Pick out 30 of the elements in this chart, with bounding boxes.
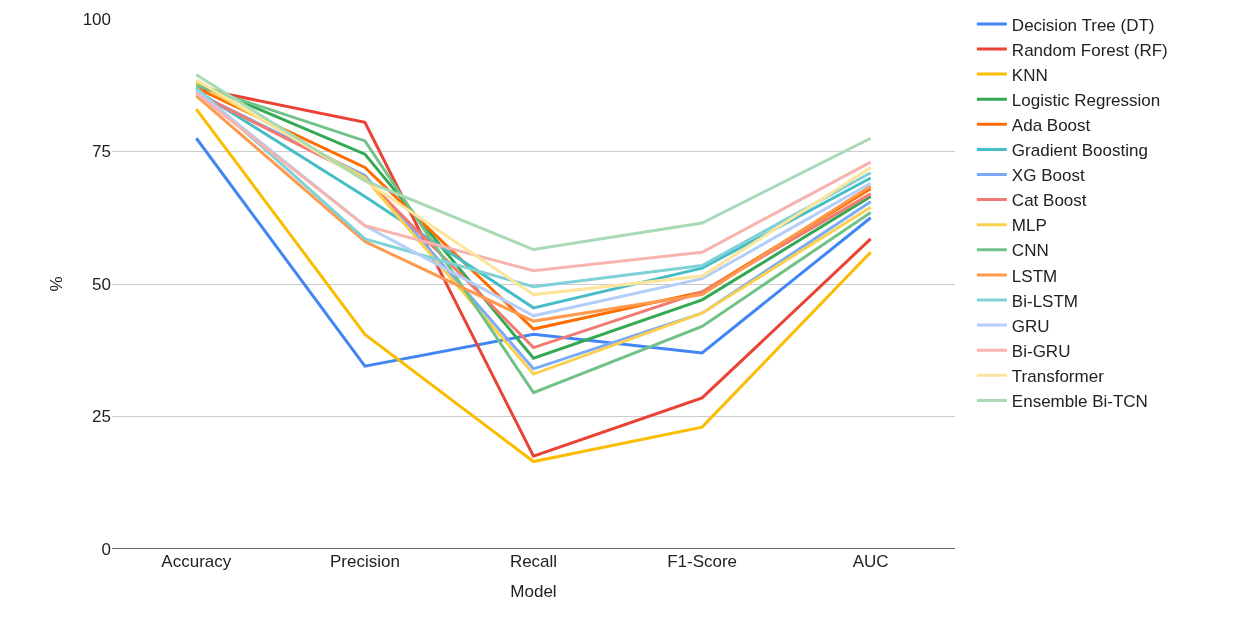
legend-label: Transformer bbox=[1011, 366, 1105, 386]
legend-label: Cat Boost bbox=[1011, 191, 1087, 211]
legend-label: Random Forest (RF) bbox=[1011, 40, 1168, 60]
x-tick-label: Recall bbox=[509, 552, 558, 571]
legend-label: GRU bbox=[1011, 316, 1050, 336]
legend-label: MLP bbox=[1011, 216, 1047, 236]
y-axis-title: % bbox=[47, 276, 67, 292]
y-tick-label: 0 bbox=[101, 539, 111, 559]
legend-label: XG Boost bbox=[1011, 166, 1085, 186]
line-series bbox=[194, 136, 873, 368]
x-tick-label: F1-Score bbox=[667, 552, 738, 571]
legend-label: Bi-GRU bbox=[1011, 341, 1071, 361]
legend-label: LSTM bbox=[1011, 266, 1058, 286]
legend-label: Decision Tree (DT) bbox=[1011, 15, 1155, 35]
legend-label: Bi-LSTM bbox=[1011, 291, 1078, 311]
legend-label: Gradient Boosting bbox=[1011, 141, 1148, 161]
line-series bbox=[194, 73, 873, 252]
legend-label: Ada Boost bbox=[1011, 115, 1091, 135]
x-tick-label: Precision bbox=[329, 552, 400, 571]
y-tick-label: 50 bbox=[92, 274, 111, 294]
y-tick-label: 25 bbox=[92, 407, 111, 427]
x-tick-label: AUC bbox=[852, 552, 889, 571]
x-tick-label: Accuracy bbox=[161, 552, 232, 571]
x-axis-title: Model bbox=[510, 582, 557, 602]
legend-label: CNN bbox=[1011, 241, 1049, 261]
legend-label: Ensemble Bi-TCN bbox=[1011, 392, 1148, 412]
y-tick-label: 100 bbox=[82, 9, 111, 29]
legend-label: KNN bbox=[1011, 65, 1048, 85]
y-tick-label: 75 bbox=[92, 142, 111, 162]
legend-label: Logistic Regression bbox=[1011, 90, 1161, 110]
